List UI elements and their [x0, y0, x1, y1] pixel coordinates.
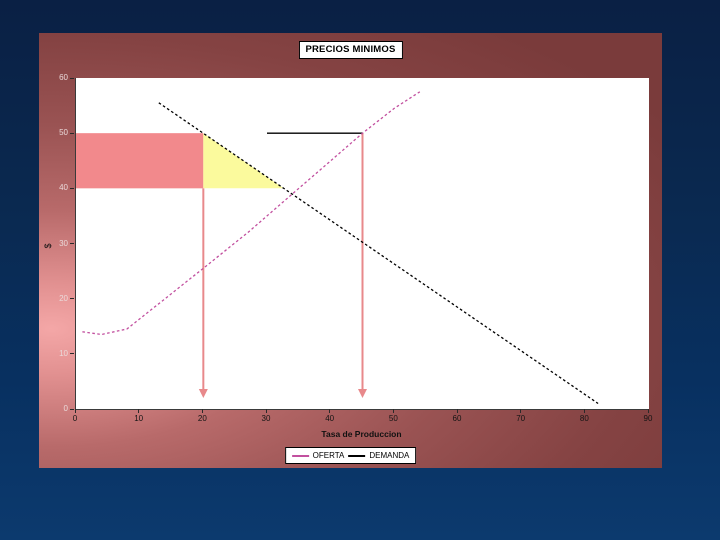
- x-axis-title: Tasa de Produccion: [321, 429, 402, 439]
- x-tick-mark: [138, 409, 140, 413]
- x-tick-label: 60: [452, 414, 462, 423]
- y-tick-label: 20: [59, 293, 68, 303]
- chart-title-box: PRECIOS MINIMOS: [298, 41, 403, 59]
- quantity-arrow-head: [358, 388, 367, 398]
- x-tick-label: 40: [325, 414, 335, 423]
- legend-box: OFERTA DEMANDA: [284, 447, 417, 464]
- x-tick-mark: [329, 409, 331, 413]
- series-curve-oferta: [82, 91, 421, 336]
- x-tick-mark: [74, 409, 76, 413]
- x-tick-label: 70: [516, 414, 526, 423]
- x-tick-mark: [647, 409, 649, 413]
- demanda-line-swatch: [348, 454, 366, 457]
- y-tick-label: 60: [59, 73, 68, 82]
- y-tick-label: 10: [59, 348, 68, 358]
- y-tick-mark: [70, 353, 74, 355]
- chart-canvas: [76, 91, 599, 405]
- x-tick-mark: [583, 409, 585, 413]
- deadweight-triangle: [203, 133, 284, 189]
- oferta-line-swatch: [291, 454, 309, 457]
- chart-frame: PRECIOS MINIMOS $ 0 10 20 30 40 50 60 0 10 20 30 4…: [39, 33, 662, 468]
- y-tick-label: 40: [59, 183, 68, 193]
- x-tick-label: 30: [261, 414, 271, 423]
- y-tick-label: 30: [59, 238, 68, 248]
- plot-area: [75, 78, 649, 410]
- x-tick-label: 80: [579, 414, 589, 423]
- legend-label-oferta: OFERTA: [312, 451, 345, 460]
- x-tick-mark: [456, 409, 458, 413]
- quantity-arrow-head: [198, 388, 208, 398]
- series-curve-demanda: [158, 102, 599, 405]
- transfer-region: [76, 133, 204, 189]
- x-tick-label: 0: [72, 414, 78, 423]
- y-tick-mark: [70, 187, 74, 189]
- x-tick-mark: [520, 409, 522, 413]
- y-tick-label: 0: [63, 404, 68, 413]
- chart-title: PRECIOS MINIMOS: [305, 44, 396, 55]
- y-tick-label: 50: [59, 128, 68, 138]
- x-tick-mark: [392, 409, 394, 413]
- x-tick-label: 50: [388, 414, 398, 423]
- x-tick-mark: [201, 409, 203, 413]
- x-tick-label: 90: [643, 414, 653, 423]
- y-tick-mark: [70, 132, 74, 134]
- y-tick-mark: [70, 298, 74, 300]
- y-tick-mark: [70, 243, 74, 244]
- x-tick-label: 20: [197, 414, 207, 423]
- x-tick-mark: [265, 409, 267, 413]
- legend-label-demanda: DEMANDA: [369, 451, 410, 460]
- y-tick-mark: [70, 77, 74, 79]
- y-tick-mark: [70, 408, 74, 410]
- x-tick-label: 10: [134, 414, 144, 423]
